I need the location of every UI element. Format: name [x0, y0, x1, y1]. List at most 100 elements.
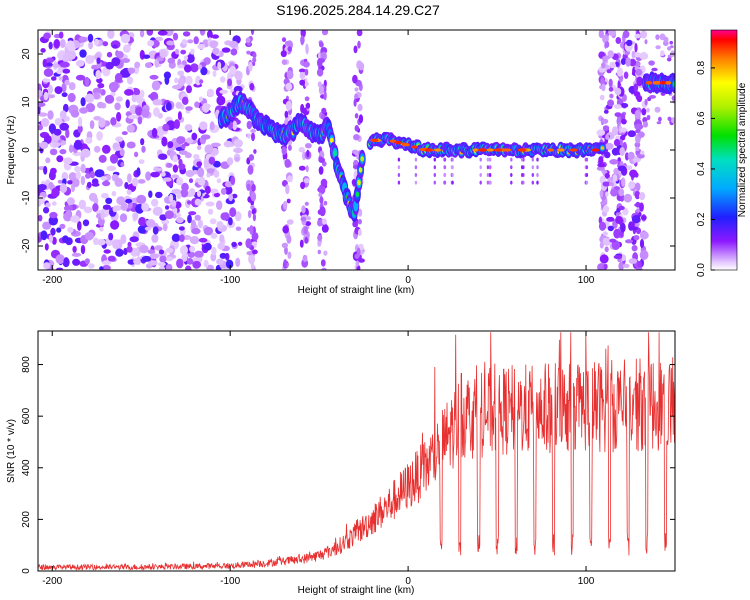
heatmap-cell-49 [82, 219, 90, 227]
heatmap-cell-613 [71, 252, 82, 257]
heatmap-cell-793 [94, 169, 105, 178]
heatmap-cell-1108 [318, 157, 326, 164]
heatmap-cell-175 [155, 36, 164, 42]
heatmap-cell-800 [86, 181, 92, 189]
heatmap-cell-316 [234, 211, 242, 222]
heatmap-cell-548 [38, 105, 41, 112]
heatmap-cell-544 [59, 39, 66, 48]
heatmap-cell-251 [61, 171, 69, 182]
heatmap-cell-1447 [620, 103, 629, 108]
heatmap-cell-913 [248, 254, 256, 265]
heatmap-cell-568 [67, 180, 73, 185]
heatmap-cell-520 [154, 58, 160, 68]
heatmap-cell-112 [184, 124, 193, 131]
heatmap-cell-1501 [617, 165, 627, 172]
heatmap-cell-204 [206, 173, 211, 178]
heatmap-cell-462 [166, 256, 173, 262]
heatmap-cell-620 [152, 226, 159, 235]
heatmap-cell-730 [200, 134, 211, 140]
heatmap-cell-799 [150, 171, 160, 178]
heatmap-cell-154 [116, 111, 122, 122]
heatmap-cell-309 [102, 144, 111, 154]
heatmap-cell-834 [157, 262, 166, 267]
heatmap-cell-2356 [486, 180, 490, 185]
heatmap-cell-858 [203, 259, 209, 268]
heatmap-cell-1413 [631, 215, 641, 224]
heatmap-cell-1407 [626, 165, 633, 171]
heatmap-cell-460 [85, 55, 95, 64]
heatmap-cell-431 [175, 101, 183, 109]
heatmap-cell-209 [72, 258, 81, 266]
heatmap-cell-1104 [321, 224, 329, 233]
heatmap-cell-939 [250, 191, 257, 202]
heatmap-cell-782 [61, 92, 68, 98]
heatmap-cell-1438 [608, 86, 614, 92]
heatmap-cell-469 [235, 226, 242, 231]
heatmap-cell-349 [186, 85, 192, 94]
heatmap-cell-117 [91, 64, 98, 70]
heatmap-cell-775 [80, 244, 86, 255]
heatmap-cell-711 [167, 57, 176, 64]
heatmap-cell-1157 [358, 62, 365, 71]
heatmap-cell-686 [206, 88, 214, 97]
heatmap-cell-390 [121, 58, 131, 63]
heatmap-cell-1355 [629, 58, 637, 67]
heatmap-cell-646 [157, 30, 168, 36]
spectrogram-x-tick-label-1: -100 [220, 275, 240, 286]
heatmap-cell-1450 [598, 221, 607, 231]
heatmap-cell-2355 [486, 173, 490, 177]
heatmap-cell-1495 [638, 192, 646, 201]
heatmap-cell-103 [63, 103, 69, 113]
heatmap-cell-247 [38, 83, 42, 92]
heatmap-cell-694 [186, 54, 195, 63]
heatmap-cell-643 [99, 266, 104, 270]
heatmap-cell-733 [80, 148, 91, 158]
colorbar-ticks: 0.0 0.2 0.4 0.6 0.8 [696, 61, 715, 277]
heatmap-cell-655 [59, 122, 69, 131]
heatmap-cell-876 [197, 178, 205, 186]
heatmap-cell-1395 [601, 118, 609, 124]
heatmap-cell-786 [64, 79, 70, 86]
heatmap-cell-1123 [321, 267, 327, 270]
heatmap-cell-774 [45, 157, 51, 164]
heatmap-cell-270 [48, 84, 53, 94]
heatmap-cell-650 [229, 65, 237, 76]
heatmap-cell-536 [40, 117, 50, 127]
heatmap-cell-1237 [604, 41, 610, 48]
heatmap-cell-849 [65, 209, 73, 219]
heatmap-cell-748 [183, 55, 189, 61]
heatmap-cell-766 [178, 226, 185, 231]
heatmap-cell-2341 [510, 157, 513, 162]
heatmap-cell-407 [158, 153, 168, 160]
heatmap-cell-2283 [371, 138, 379, 142]
heatmap-cell-1100 [321, 107, 327, 114]
heatmap-cell-1115 [318, 85, 324, 95]
heatmap-cell-1543 [646, 107, 650, 113]
heatmap-cell-1421 [622, 30, 630, 39]
heatmap-cell-1511 [610, 188, 618, 197]
heatmap-cell-1354 [634, 109, 641, 120]
heatmap-cell-855 [113, 146, 122, 151]
heatmap-cell-2264 [591, 148, 600, 152]
heatmap-cell-823 [93, 237, 99, 246]
heatmap-cell-609 [148, 190, 153, 198]
heatmap-cell-504 [53, 39, 61, 49]
heatmap-cell-822 [151, 127, 158, 138]
heatmap-cell-845 [184, 64, 192, 73]
heatmap-cell-588 [186, 200, 192, 205]
heatmap-cell-934 [245, 238, 252, 249]
heatmap-cell-74 [205, 201, 215, 207]
heatmap-cell-846 [63, 157, 73, 165]
heatmap-cell-1434 [603, 109, 609, 114]
heatmap-cell-1452 [613, 104, 622, 109]
heatmap-cell-788 [56, 69, 63, 75]
heatmap-cell-2285 [477, 148, 488, 152]
heatmap-cell-881 [208, 156, 216, 165]
heatmap-cell-2309 [536, 157, 539, 162]
heatmap-cell-2282 [472, 148, 479, 152]
heatmap-cell-2293 [646, 81, 653, 85]
heatmap-cell-712 [59, 223, 66, 229]
heatmap-cell-2366 [521, 165, 524, 170]
heatmap-cell-1560 [644, 39, 648, 45]
